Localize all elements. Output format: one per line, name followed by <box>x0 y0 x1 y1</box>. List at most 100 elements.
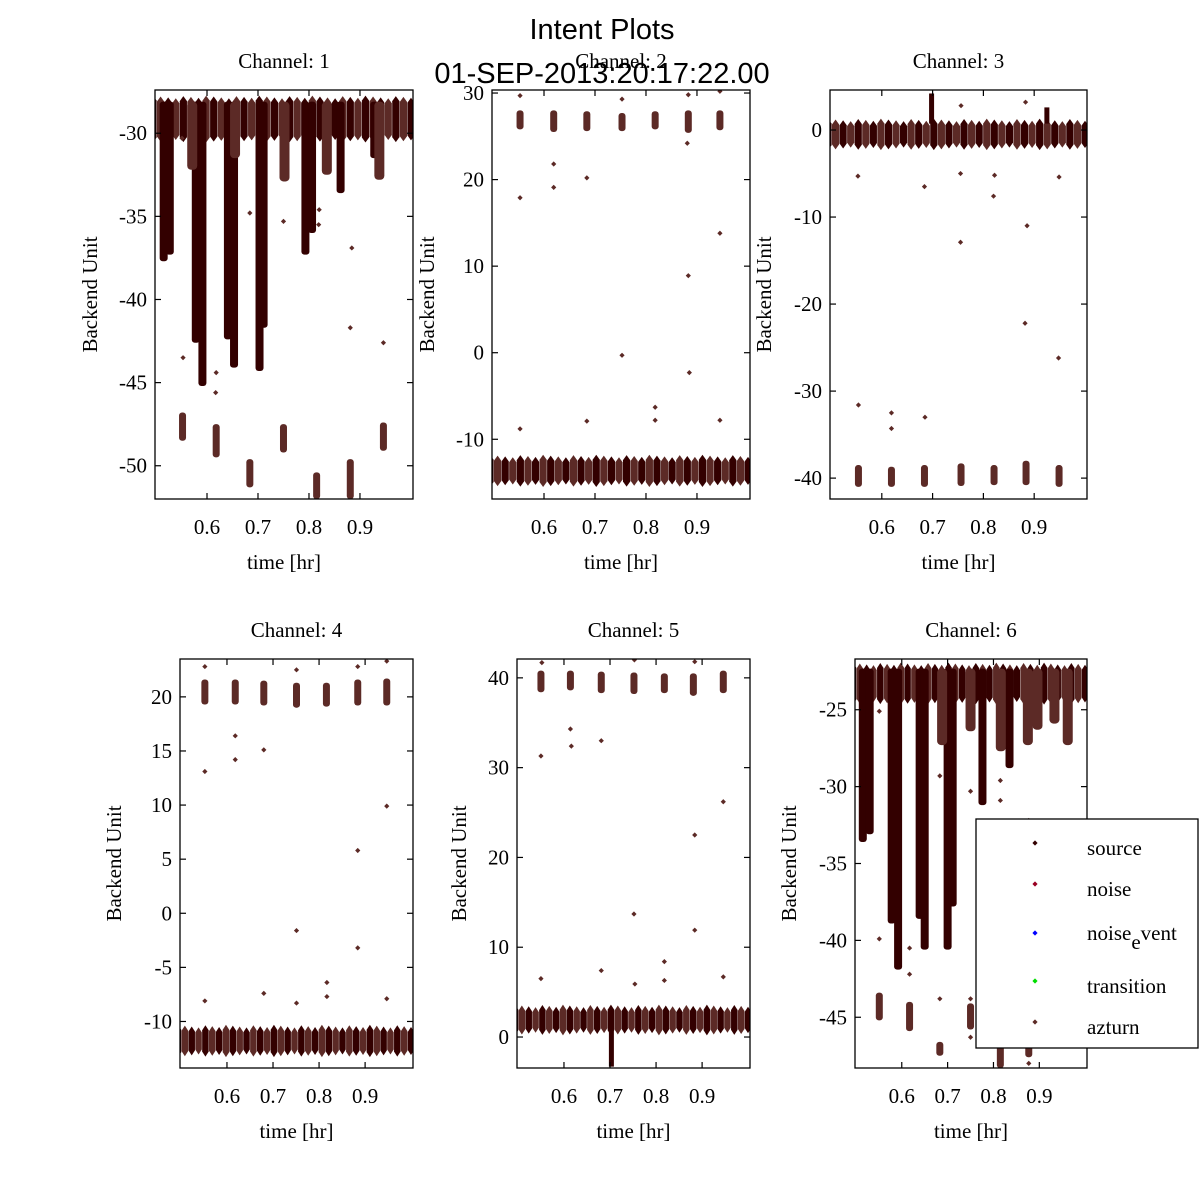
baseline-points-source <box>744 1006 750 1034</box>
baseline-points-azturn <box>195 1027 202 1055</box>
baseline-points-source <box>607 456 616 486</box>
outlier-point <box>316 222 322 228</box>
outlier-point <box>1024 223 1030 229</box>
baseline-points-azturn <box>847 121 855 148</box>
azturn-cluster <box>1022 460 1030 486</box>
axes-frame <box>491 89 751 500</box>
baseline-points-azturn <box>736 456 745 486</box>
baseline-points-source <box>744 456 750 485</box>
x-tick-label: 0.9 <box>352 1084 378 1108</box>
legend-label-transition: transition <box>1087 974 1167 998</box>
baseline-points-source <box>407 97 413 141</box>
y-axis-label: Backend Unit <box>447 805 471 921</box>
source-streak <box>858 668 867 842</box>
x-tick-label: 0.7 <box>245 515 271 539</box>
azturn-cluster <box>618 112 626 132</box>
azturn-cluster <box>566 670 574 691</box>
outlier-point <box>717 230 723 236</box>
x-tick-label: 0.8 <box>633 515 659 539</box>
azturn-cluster <box>967 1003 975 1030</box>
outlier-point <box>937 996 943 1002</box>
outlier-point <box>957 170 964 177</box>
x-tick-label: 0.6 <box>531 515 557 539</box>
outlier-point <box>517 426 523 432</box>
y-tick-label: 0 <box>499 1025 510 1049</box>
source-streak <box>223 101 232 340</box>
azturn-cluster <box>936 1041 944 1056</box>
legend: source noise noiseevent transition aztur… <box>975 818 1199 1049</box>
outlier-point <box>202 663 208 670</box>
baseline-points-source <box>731 1005 738 1035</box>
y-tick-label: -30 <box>819 775 847 799</box>
azturn-cluster <box>354 679 362 706</box>
outlier-point <box>685 273 691 279</box>
baseline-points-azturn <box>968 119 976 149</box>
baseline-points-source <box>352 1026 360 1056</box>
panel-title: Channel: 5 <box>588 618 680 642</box>
outlier-point <box>906 971 913 977</box>
baseline-points-azturn <box>518 1005 526 1035</box>
axes-frame <box>179 658 414 1069</box>
azturn-cluster <box>719 670 727 694</box>
azturn-streak <box>279 101 290 182</box>
baseline-points-azturn <box>952 121 961 148</box>
baseline-points-azturn <box>509 457 517 485</box>
azturn-cluster <box>597 671 605 694</box>
azturn-cluster <box>537 670 545 693</box>
outlier-point <box>293 667 300 673</box>
axes-frame <box>829 89 1088 500</box>
azturn-cluster <box>990 465 998 486</box>
baseline-points-source <box>311 1026 319 1055</box>
outlier-point <box>584 418 590 424</box>
figure-subtitle-timestamp: 01-SEP-2013:20:17:22.00 <box>434 58 769 90</box>
outlier-point <box>1055 355 1062 361</box>
azturn-streak <box>965 668 976 732</box>
azturn-cluster <box>854 465 862 487</box>
baseline-points-azturn <box>172 98 180 140</box>
outlier-point <box>967 788 974 794</box>
baseline-points-source <box>346 96 354 142</box>
baseline-points-azturn <box>706 455 714 487</box>
azturn-streak <box>937 668 948 746</box>
baseline-points-source <box>525 1006 532 1034</box>
baseline-points-source <box>676 1007 683 1033</box>
x-tick-label: 0.8 <box>643 1084 669 1108</box>
baseline-points-source <box>1020 119 1029 149</box>
source-streak <box>1005 668 1014 769</box>
x-tick-label: 0.7 <box>919 515 945 539</box>
baseline-points-source <box>240 96 248 142</box>
baseline-points-azturn <box>236 1026 243 1056</box>
outlier-point <box>1022 99 1029 105</box>
outlier-point <box>997 797 1003 804</box>
legend-box <box>975 818 1199 1049</box>
baseline-points-azturn <box>384 98 392 140</box>
x-axis-label: time [hr] <box>921 550 995 574</box>
outlier-point <box>232 733 238 739</box>
baseline-points-source <box>990 119 998 150</box>
baseline-points-azturn <box>181 1025 189 1057</box>
plot-area <box>830 93 1087 487</box>
outlier-point <box>1056 174 1062 180</box>
baseline-points-azturn <box>263 1026 271 1055</box>
source-streak <box>159 101 168 262</box>
legend-entry-source: source <box>1032 836 1142 860</box>
baseline-points-source <box>531 456 540 485</box>
panel-title: Channel: 6 <box>925 618 1017 642</box>
outlier-point <box>384 996 390 1002</box>
azturn-cluster <box>630 672 638 695</box>
outlier-point <box>568 743 574 749</box>
outlier-point <box>684 140 690 146</box>
panel-title: Channel: 4 <box>251 618 343 642</box>
baseline-points-azturn <box>1013 119 1021 150</box>
y-tick-label: -25 <box>819 698 847 722</box>
outlier-point <box>213 370 219 376</box>
baseline-points-azturn <box>400 1026 408 1056</box>
x-tick-label: 0.8 <box>306 1084 332 1108</box>
baseline-points-source <box>1036 118 1044 151</box>
y-tick-label: -45 <box>119 371 147 395</box>
legend-marker-source <box>1032 840 1038 846</box>
outlier-point <box>717 90 723 94</box>
baseline-points-azturn <box>1043 119 1051 150</box>
outlier-point <box>921 183 928 190</box>
y-tick-label: -20 <box>794 292 822 316</box>
